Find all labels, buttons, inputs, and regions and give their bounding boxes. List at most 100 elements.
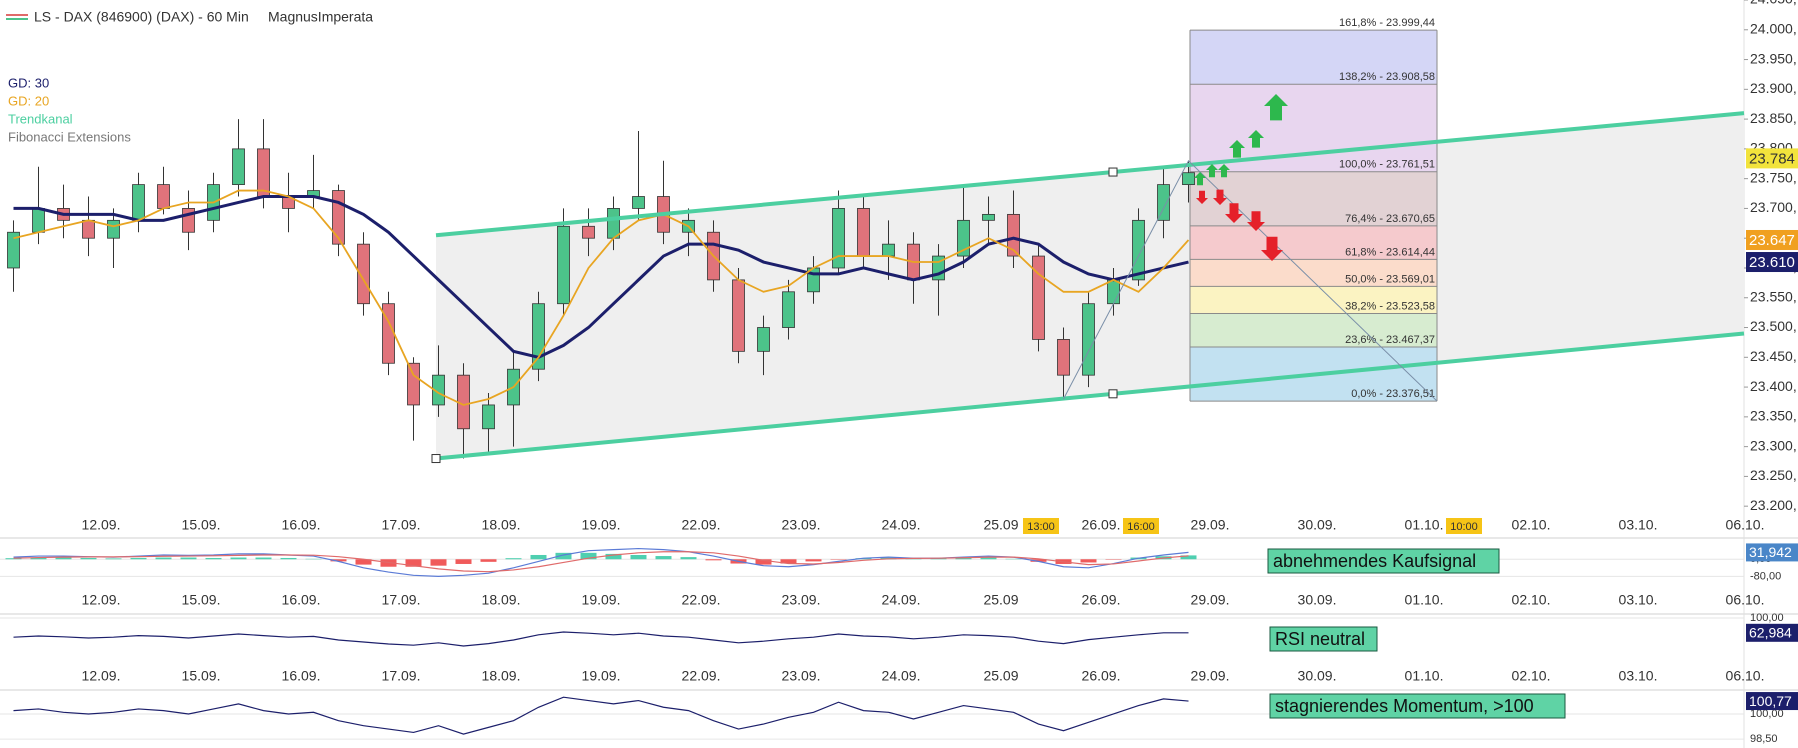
x-tick-label: 01.10. <box>1405 592 1444 608</box>
fib-band <box>1190 225 1437 260</box>
x-tick-label: 06.10. <box>1726 592 1765 608</box>
y-tick-label: 23.500, <box>1750 318 1797 334</box>
histogram-bar <box>680 557 697 560</box>
y-tick-label: 23.550, <box>1750 288 1797 304</box>
annotation-box <box>1269 626 1378 652</box>
candle-body <box>357 243 370 305</box>
x-tick-label: 24.09. <box>882 668 921 684</box>
histogram-bar <box>605 553 622 560</box>
indicator-line <box>13 551 1189 573</box>
y-tick-label: 23.450, <box>1750 348 1797 364</box>
x-tick-label: 25.09 <box>983 517 1018 533</box>
x-tick-label: 23.09. <box>782 592 821 608</box>
histogram-bar <box>30 557 47 560</box>
fib-label: 50,0% - 23.569,01 <box>1345 273 1435 285</box>
fib-band <box>1190 84 1437 172</box>
candle-body <box>532 303 545 370</box>
candle-body <box>732 279 745 352</box>
histogram-bar <box>1180 555 1197 560</box>
candle-body <box>32 208 45 233</box>
y-tick-label: 24.050, <box>1750 0 1797 7</box>
x-tick-label: 26.09. <box>1082 592 1121 608</box>
x-tick-label: 25.09 <box>983 668 1018 684</box>
candle-body <box>632 196 645 209</box>
histogram-bar <box>455 559 472 564</box>
y-tick-label: 23.950, <box>1750 50 1797 66</box>
annotation-box <box>1269 693 1566 719</box>
x-tick-label: 03.10. <box>1619 668 1658 684</box>
buy-arrow <box>1229 140 1245 158</box>
fib-label: 0,0% - 23.376,51 <box>1351 388 1435 400</box>
x-tick-label: 02.10. <box>1512 668 1551 684</box>
x-tick-label: 17.09. <box>382 592 421 608</box>
sell-arrow <box>1247 211 1265 231</box>
x-tick-label: 01.10. <box>1405 668 1444 684</box>
trend-channel-upper <box>435 111 1745 238</box>
x-tick-label: 18.09. <box>482 668 521 684</box>
y-tick-label: 23.750, <box>1750 169 1797 185</box>
x-tick-label: 12.09. <box>82 668 121 684</box>
candle-body <box>607 208 620 239</box>
histogram-bar <box>805 559 822 562</box>
histogram-bar <box>705 559 722 561</box>
fib-label: 138,2% - 23.908,58 <box>1339 71 1435 83</box>
candle-body <box>332 190 345 245</box>
x-tick-label: 22.09. <box>682 517 721 533</box>
x-tick-label: 23.09. <box>782 517 821 533</box>
candle-body <box>7 231 20 269</box>
histogram-bar <box>230 557 247 560</box>
price-tag <box>1746 148 1798 169</box>
x-tick-label: 26.09. <box>1082 517 1121 533</box>
histogram-bar <box>130 557 147 560</box>
buy-arrow <box>1218 164 1230 178</box>
y-tick-label: -80,00 <box>1750 570 1781 582</box>
x-tick-label: 16.09. <box>282 668 321 684</box>
histogram-bar <box>480 559 497 562</box>
candle-body <box>482 404 495 430</box>
y-tick-label: 23.400, <box>1750 378 1797 394</box>
x-tick-label: 03.10. <box>1619 517 1658 533</box>
y-tick-label: 23.350, <box>1750 408 1797 424</box>
time-marker-label: 16:00 <box>1127 521 1155 533</box>
x-tick-label: 17.09. <box>382 517 421 533</box>
legend-item: GD: 20 <box>8 93 49 108</box>
annotation: RSI neutral <box>1275 629 1365 649</box>
histogram-bar <box>180 557 197 560</box>
fib-label: 76,4% - 23.670,65 <box>1345 213 1435 225</box>
histogram-bar <box>55 557 72 560</box>
x-tick-label: 16.09. <box>282 517 321 533</box>
histogram-bar <box>505 558 522 560</box>
x-tick-label: 12.09. <box>82 592 121 608</box>
x-tick-label: 19.09. <box>582 668 621 684</box>
candle-body <box>1132 219 1145 281</box>
candle-body <box>82 219 95 239</box>
channel-handle <box>1108 167 1118 177</box>
candle-body <box>432 374 445 406</box>
candle-body <box>1032 255 1045 340</box>
candle-body <box>832 208 845 269</box>
x-tick-label: 15.09. <box>182 517 221 533</box>
annotation: abnehmendes Kaufsignal <box>1273 551 1476 571</box>
chart-title: LS - DAX (846900) (DAX) - 60 Min <box>34 9 249 25</box>
time-marker <box>1446 518 1482 534</box>
channel-handle <box>1108 389 1118 399</box>
candle-body <box>1007 213 1020 257</box>
legend-item: Fibonacci Extensions <box>8 129 131 144</box>
candle-body <box>757 327 770 352</box>
fib-label: 23,6% - 23.467,37 <box>1345 334 1435 346</box>
indicator-line <box>13 547 1189 577</box>
y-tick-label: 23.900, <box>1750 80 1797 96</box>
x-tick-label: 18.09. <box>482 592 521 608</box>
value-tag-label: 31,942 <box>1749 544 1792 560</box>
histogram-bar <box>930 558 947 560</box>
indicator-line <box>13 696 1189 735</box>
candle-body <box>407 362 420 406</box>
y-tick-label: 23.850, <box>1750 110 1797 126</box>
value-tag <box>1746 692 1798 711</box>
price-tag-label: 23.610 <box>1749 254 1795 271</box>
annotation-box <box>1267 548 1500 574</box>
moving-average-line <box>13 195 1189 359</box>
y-tick-label: 24.000, <box>1750 20 1797 36</box>
buy-arrow <box>1248 130 1264 148</box>
histogram-bar <box>755 559 772 565</box>
